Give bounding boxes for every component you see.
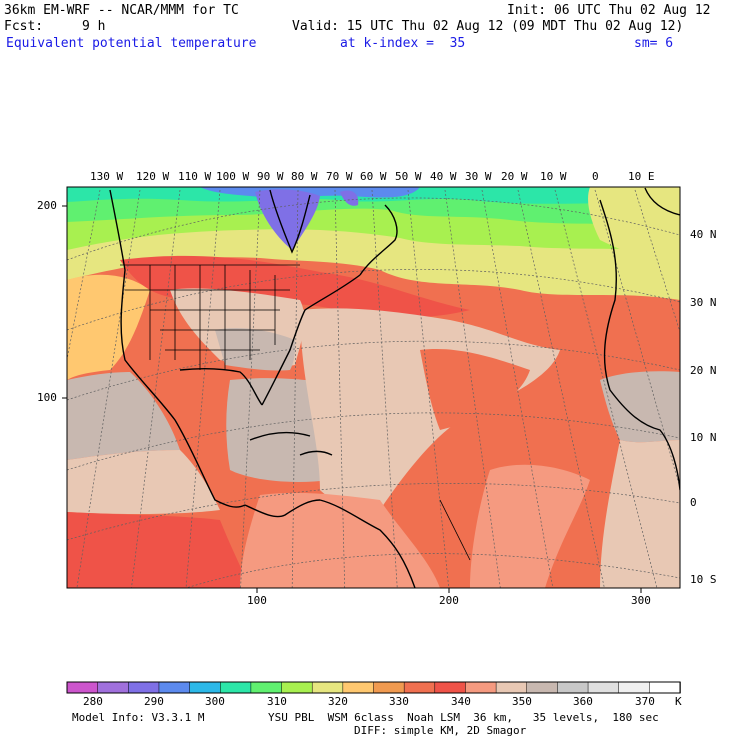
map-frame [66,186,681,589]
colorbar-frame [66,681,681,694]
colorbar-tick-370: 370 [635,695,655,708]
field-name: Equivalent potential temperature [6,36,257,51]
field-east-yellow [588,187,680,270]
colorbar-swatch [403,681,436,694]
colorbar-swatch [465,681,497,694]
lat-label-10n: 10 N [690,431,717,444]
borders [120,264,471,561]
colorbar-tick-350: 350 [512,695,532,708]
colorbar-tick-330: 330 [389,695,409,708]
lon-label-20w: 20 W [501,170,528,183]
colorbar-swatch [66,681,99,694]
init-time: Init: 06 UTC Thu 02 Aug 12 [507,3,711,18]
colorbar-swatch [281,681,313,694]
colorbar-swatch [618,681,651,694]
x-axis-label-300: 300 [631,594,651,607]
forecast-label: Fcst: [4,19,44,34]
lon-label-130w: 130 W [90,170,124,183]
lon-label-100w: 100 W [216,170,250,183]
field-red-band [120,255,470,318]
lon-label-10w: 10 W [540,170,567,183]
valid-time: Valid: 15 UTC Thu 02 Aug 12 (09 MDT Thu … [292,19,684,34]
lat-label-40n: 40 N [690,228,717,241]
lon-label-70w: 70 W [326,170,353,183]
model-info: Model Info: V3.3.1 M [72,711,205,724]
colorbar-tick-300: 300 [205,695,225,708]
colorbar-swatch [128,681,160,694]
field-purple-spot [340,190,359,206]
colorbar-tick-280: 280 [83,695,103,708]
field-pacific-tan [67,450,220,515]
colorbar-swatch [649,681,681,694]
y-axis-label-100: 100 [37,391,57,404]
diffusion-info: DIFF: simple KM, 2D Smagor [354,724,527,737]
lon-label-10e: 10 E [628,170,655,183]
colorbar-swatch [189,681,222,694]
lon-label-0: 0 [592,170,599,183]
colorbar-swatch [434,681,467,694]
colorbar-swatch [220,681,252,694]
model-title: 36km EM-WRF -- NCAR/MMM for TC [4,3,239,18]
lat-label-30n: 30 N [690,296,717,309]
lon-label-40w: 40 W [430,170,457,183]
lon-label-90w: 90 W [257,170,284,183]
physics-info: YSU PBL WSM 6class Noah LSM 36 km, 35 le… [268,711,659,724]
smoothing: sm= 6 [634,36,674,51]
lat-label-20n: 20 N [690,364,717,377]
colorbar-swatch [373,681,405,694]
lon-label-120w: 120 W [136,170,170,183]
lon-label-30w: 30 W [465,170,492,183]
colorbar-swatch [557,681,589,694]
colorbar-swatch [495,681,528,694]
colorbar-swatch [97,681,130,694]
colorbar-swatch [311,681,344,694]
field-africa-tan [600,440,680,588]
lon-label-80w: 80 W [291,170,318,183]
colorbar-swatch [587,681,620,694]
lon-label-60w: 60 W [360,170,387,183]
x-axis-label-200: 200 [439,594,459,607]
colorbar-tick-290: 290 [144,695,164,708]
coastlines [109,187,680,588]
lon-label-50w: 50 W [395,170,422,183]
field-mexico-grey [67,372,180,460]
colorbar-swatch [342,681,375,694]
lat-label-0: 0 [690,496,697,509]
colorbar-swatch [250,681,283,694]
k-index: at k-index = 35 [340,36,466,51]
lon-label-110w: 110 W [178,170,212,183]
colorbar-swatch [158,681,191,694]
map-field [67,187,680,588]
colorbar-tick-320: 320 [328,695,348,708]
field-hudson-bay [255,189,320,250]
axis-ticks [62,205,642,593]
colorbar-units: K [675,695,682,708]
colorbar-tick-310: 310 [267,695,287,708]
colorbar-tick-340: 340 [451,695,471,708]
lat-label-10s: 10 S [690,573,717,586]
field-atlantic-south [470,464,590,588]
field-west-orange [67,274,150,380]
field-atlantic-orange [420,349,530,430]
colorbar-swatch [526,681,559,694]
y-axis-label-200: 200 [37,199,57,212]
colorbar-swatches [66,681,681,694]
x-axis-label-100: 100 [247,594,267,607]
forecast-hour: 9 h [82,19,106,34]
field-blue [200,187,420,198]
field-pacific-red [67,512,250,588]
colorbar-tick-360: 360 [573,695,593,708]
field-africa-grey [600,371,680,443]
graticule [67,189,680,588]
